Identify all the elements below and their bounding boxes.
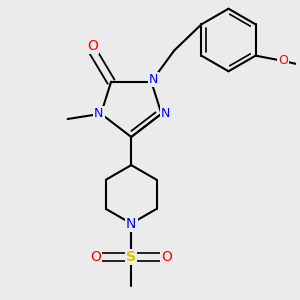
Text: O: O <box>90 250 101 264</box>
Text: O: O <box>87 39 98 53</box>
Text: S: S <box>126 250 136 264</box>
Text: N: N <box>126 217 136 230</box>
Text: N: N <box>161 107 170 120</box>
Text: N: N <box>94 107 104 120</box>
Text: O: O <box>161 250 172 264</box>
Text: N: N <box>149 73 158 86</box>
Text: O: O <box>278 54 288 68</box>
